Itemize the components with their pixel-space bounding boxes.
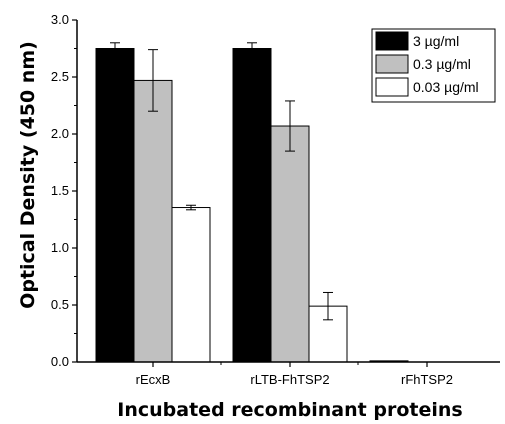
legend-swatch	[375, 54, 409, 74]
x-tick-label: rEcxB	[136, 372, 171, 387]
x-axis: rEcxB rLTB-FhTSP2 rFhTSP2	[77, 361, 500, 387]
y-axis: 0.0 0.5 1.0 1.5 2.0 2.5 3.0	[51, 12, 78, 369]
y-tick-label: 2.5	[51, 69, 69, 84]
bar-recxb-series-2	[171, 207, 211, 363]
y-tick-label: 1.0	[51, 240, 69, 255]
bar-rltb-fhtsp2-series-0	[232, 48, 272, 363]
x-axis-title: Incubated recombinant proteins	[117, 399, 462, 421]
plot-area	[95, 42, 409, 363]
x-tick-label: rLTB-FhTSP2	[250, 372, 329, 387]
y-tick-label: 2.0	[51, 126, 69, 141]
bar-recxb-series-1	[133, 79, 173, 363]
legend: 3 µg/ml 0.3 µg/ml 0.03 µg/ml	[371, 28, 496, 103]
x-tick-label: rFhTSP2	[401, 372, 453, 387]
legend-swatch	[375, 77, 409, 97]
legend-swatch	[375, 31, 409, 51]
legend-label: 0.3 µg/ml	[413, 56, 471, 72]
bar-recxb-series-0	[95, 48, 135, 363]
bar-rltb-fhtsp2-series-1	[270, 125, 310, 363]
legend-label: 0.03 µg/ml	[413, 79, 479, 95]
legend-label: 3 µg/ml	[413, 33, 459, 49]
y-tick-label: 0.0	[51, 354, 69, 369]
y-axis-title: Optical Density (450 nm)	[17, 41, 39, 309]
y-tick-label: 1.5	[51, 183, 69, 198]
y-tick-label: 0.5	[51, 297, 69, 312]
y-tick-label: 3.0	[51, 12, 69, 27]
